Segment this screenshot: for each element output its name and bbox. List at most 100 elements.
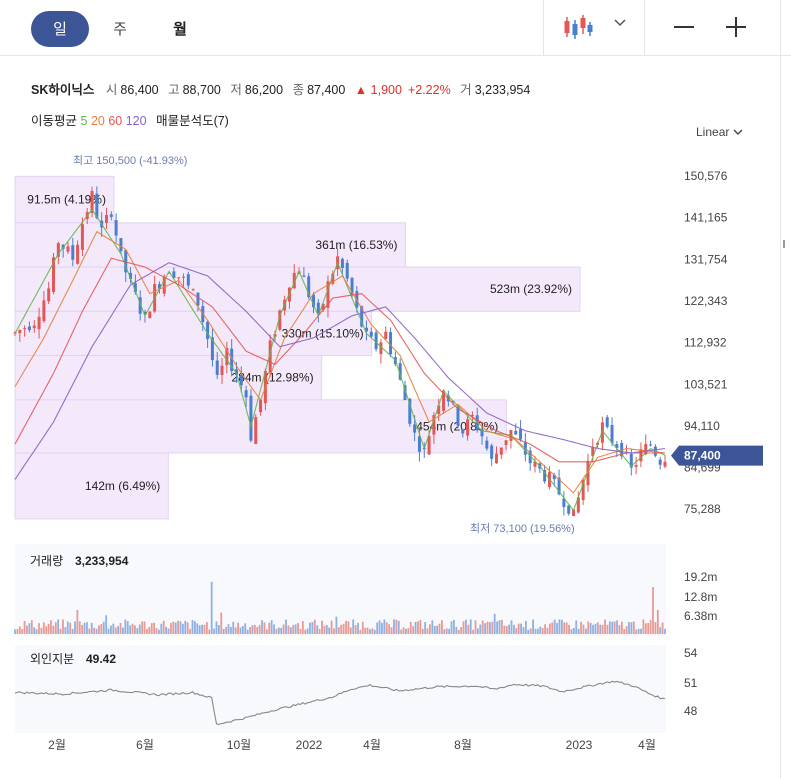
volume-bar: [659, 627, 662, 634]
volume-bar: [472, 629, 475, 634]
volume-bar: [155, 627, 158, 634]
volume-bar: [289, 627, 292, 634]
volume-panel-bg: [15, 544, 666, 636]
candle-body: [244, 390, 248, 398]
volume-bar: [361, 621, 364, 634]
candle-body: [389, 332, 393, 355]
tab-day[interactable]: 일: [31, 10, 89, 47]
candle-body: [369, 331, 373, 337]
volume-bar: [335, 616, 338, 634]
candle-body: [167, 272, 171, 274]
volume-bar: [285, 619, 287, 634]
volume-bar: [30, 620, 33, 634]
candle-body: [360, 306, 364, 327]
candle-body: [427, 435, 431, 455]
volume-bar: [544, 624, 546, 634]
ma120-label[interactable]: 120: [125, 114, 147, 128]
candle-body: [148, 311, 152, 319]
volume-bar: [522, 627, 525, 634]
volume-bar: [568, 624, 570, 634]
volume-bar: [54, 622, 57, 634]
candle-body: [138, 297, 142, 314]
candle-body: [345, 262, 349, 279]
high-value: 88,700: [182, 83, 221, 97]
candle-body: [567, 505, 571, 514]
volume-bar: [222, 628, 225, 634]
volume-bar: [282, 624, 285, 634]
chevron-down-icon[interactable]: [614, 19, 626, 27]
volume-bar: [498, 620, 501, 634]
volume-axis-tick: 19.2m: [684, 570, 717, 584]
low-annotation: 최저 73,100 (19.56%): [470, 522, 575, 535]
foreign-panel-bg: [15, 645, 666, 733]
price-axis-tick: 122,343: [684, 294, 728, 308]
candle-body: [278, 310, 282, 330]
scale-selector[interactable]: Linear: [696, 125, 743, 139]
volume-bar: [165, 626, 168, 634]
candle-body: [504, 440, 508, 445]
candle-body: [552, 474, 556, 480]
ma-line-5: [14, 208, 666, 512]
ma5-label[interactable]: 5: [80, 114, 88, 128]
low-value: 86,200: [244, 83, 284, 97]
candle-body: [71, 245, 75, 260]
volume-bar: [323, 625, 326, 634]
candle-body: [490, 445, 494, 459]
volume-bar: [553, 619, 556, 634]
volume-bar: [524, 620, 527, 634]
candle-body: [331, 273, 335, 284]
candle-body: [239, 374, 243, 386]
volume-bar: [647, 622, 650, 634]
volume-bar: [450, 621, 453, 634]
candle-body: [254, 417, 258, 444]
volume-profile-label[interactable]: 매물분석도(7): [156, 114, 229, 128]
tab-week[interactable]: 주: [113, 21, 127, 38]
foreign-axis-tick: 48: [684, 704, 698, 718]
candle-body: [562, 498, 566, 507]
volume-bar: [119, 622, 122, 634]
volume-bar: [249, 627, 251, 634]
volume-bar: [174, 622, 177, 634]
volume-bar: [301, 621, 304, 634]
volume-bar: [649, 620, 652, 634]
volume-bar: [66, 621, 69, 634]
candle-body: [157, 284, 161, 289]
volume-bar: [23, 620, 26, 634]
volume-bar: [261, 620, 263, 634]
volume-bar: [78, 621, 81, 634]
candle-body: [456, 406, 460, 426]
scrollbar-handle[interactable]: [783, 240, 791, 248]
volume-profile-bar: [14, 452, 169, 520]
candle-body: [475, 415, 479, 431]
tab-month[interactable]: 월: [173, 21, 187, 38]
volume-bar: [59, 628, 62, 634]
volume-bar: [400, 629, 403, 634]
candlestick-icon[interactable]: [563, 14, 593, 40]
volume-bar: [62, 619, 64, 634]
volume-bar: [424, 622, 427, 634]
volume-bar: [541, 627, 544, 634]
volume-bar: [616, 620, 618, 634]
volume-bar: [611, 621, 614, 634]
volume-bar: [328, 627, 331, 634]
candle-body: [605, 417, 609, 427]
volume-axis-tick: 6.38m: [684, 609, 717, 623]
volume-bar: [74, 621, 76, 634]
volume-bar: [234, 627, 237, 634]
candle-body: [186, 274, 190, 286]
volume-bar: [429, 624, 431, 634]
ma60-label[interactable]: 60: [108, 114, 123, 128]
high-label: 고: [168, 83, 180, 97]
volume-bar: [114, 627, 117, 634]
volume-bar: [453, 619, 455, 634]
chevron-down-icon: [733, 129, 743, 136]
volume-bar: [126, 621, 129, 634]
current-price-tag: [671, 445, 763, 466]
ma20-label[interactable]: 20: [90, 114, 105, 128]
volume-profile-bar: [14, 222, 406, 268]
volume-bar: [122, 627, 124, 634]
price-axis-tick: 131,754: [684, 252, 728, 266]
zoom-out-icon[interactable]: [674, 26, 694, 28]
volume-bar: [486, 621, 489, 634]
